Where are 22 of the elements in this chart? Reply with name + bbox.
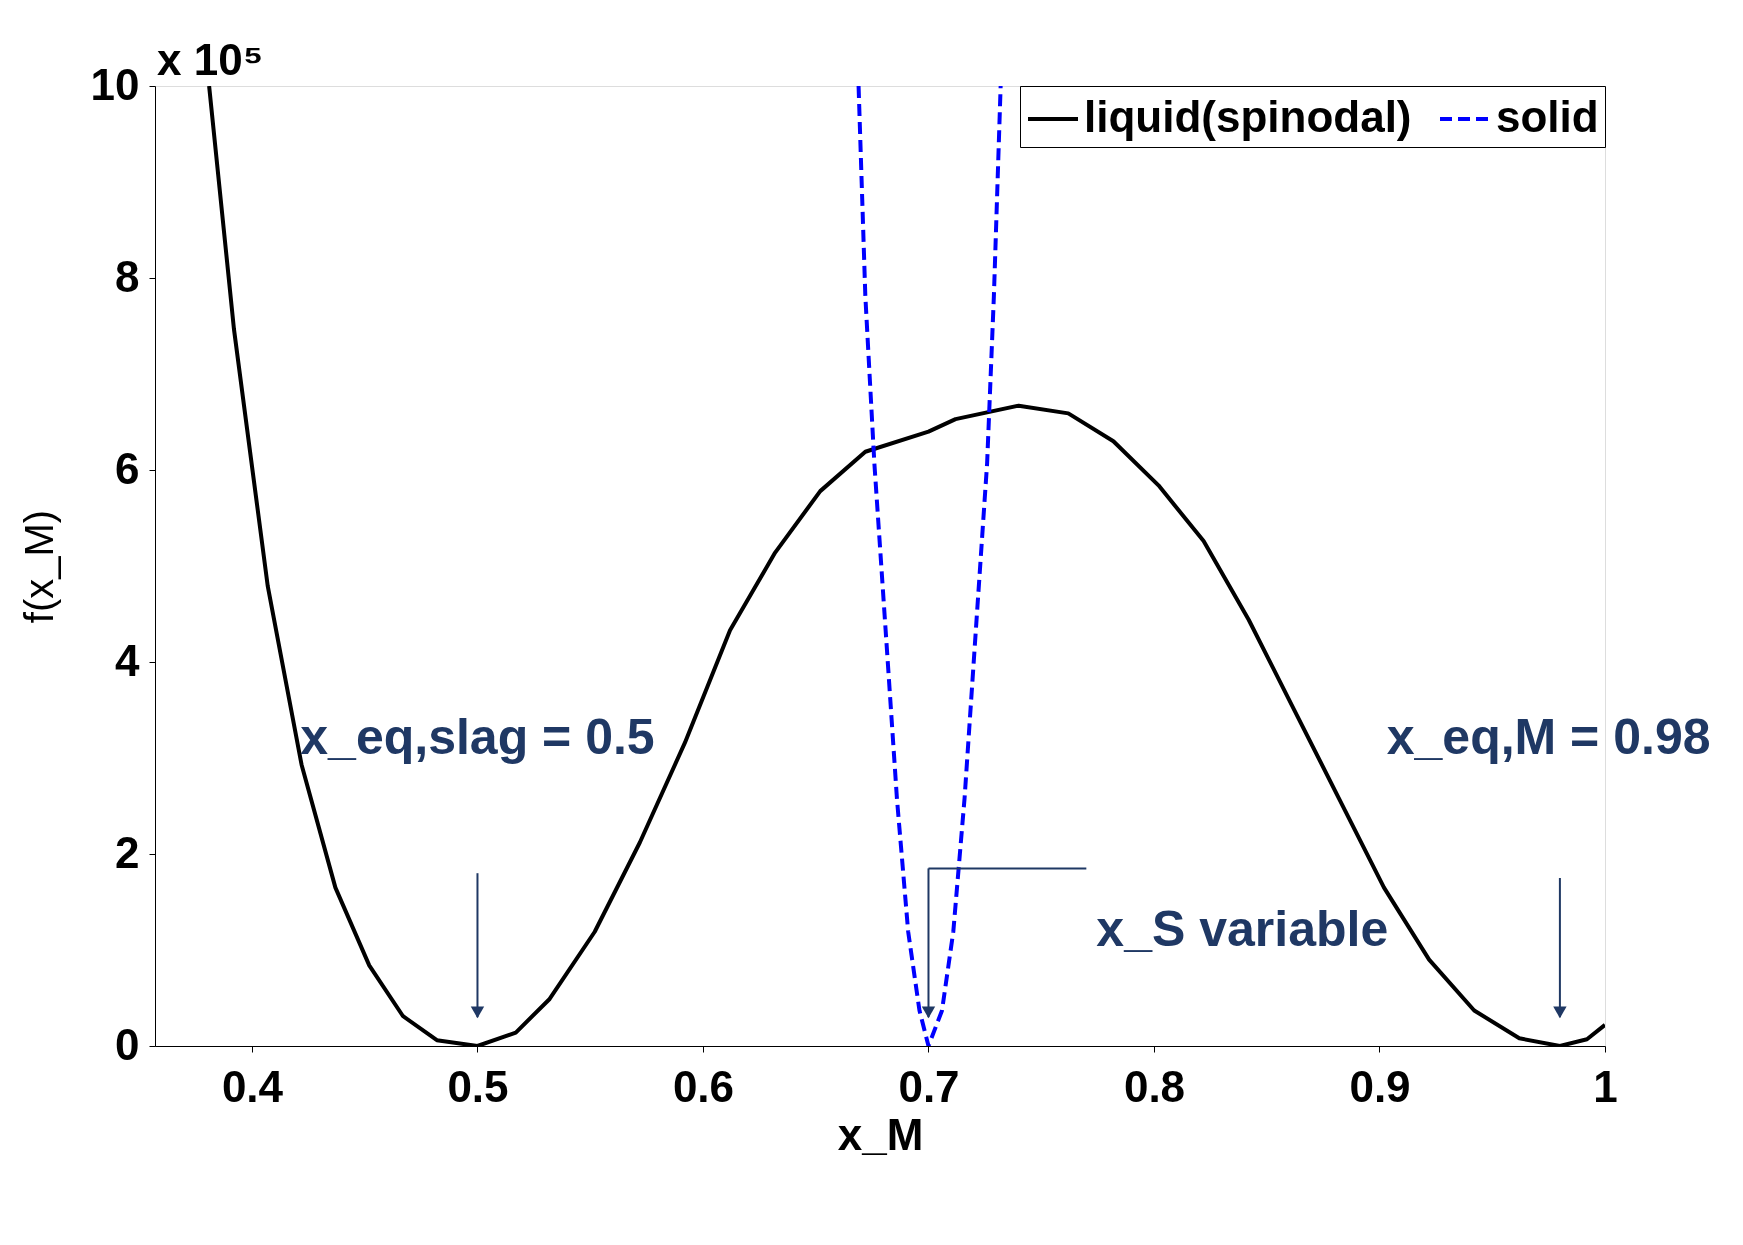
y-tick-label: 6 bbox=[115, 443, 140, 493]
annotation: x_S variable bbox=[1096, 900, 1389, 957]
text: x 10⁵ bbox=[157, 35, 264, 84]
legend-label: solid bbox=[1496, 92, 1599, 141]
y-tick-label: 4 bbox=[115, 635, 141, 685]
x-tick-label: 0.6 bbox=[672, 1061, 735, 1111]
x-tick-label: 0.5 bbox=[447, 1061, 509, 1111]
x-tick-label: 0.7 bbox=[898, 1061, 960, 1111]
x-tick-label: 1 bbox=[1593, 1061, 1618, 1111]
annotation: x_eq,slag = 0.5 bbox=[300, 708, 655, 765]
y-tick-label: 2 bbox=[115, 827, 140, 877]
y-tick-label: 10 bbox=[90, 59, 140, 109]
x-tick-label: 0.4 bbox=[221, 1061, 284, 1111]
legend-label: liquid(spinodal) bbox=[1084, 92, 1412, 141]
y-tick-label: 0 bbox=[115, 1019, 140, 1069]
x-tick-label: 0.9 bbox=[1349, 1061, 1411, 1111]
x-axis-title: x_M bbox=[837, 1109, 924, 1159]
x-tick-label: 0.8 bbox=[1123, 1061, 1186, 1111]
annotation: x_eq,M = 0.98 bbox=[1386, 708, 1711, 765]
y-tick-label: 8 bbox=[115, 251, 140, 301]
line-series bbox=[856, 86, 1003, 1046]
y-axis-title: f(x_M) bbox=[16, 509, 61, 624]
